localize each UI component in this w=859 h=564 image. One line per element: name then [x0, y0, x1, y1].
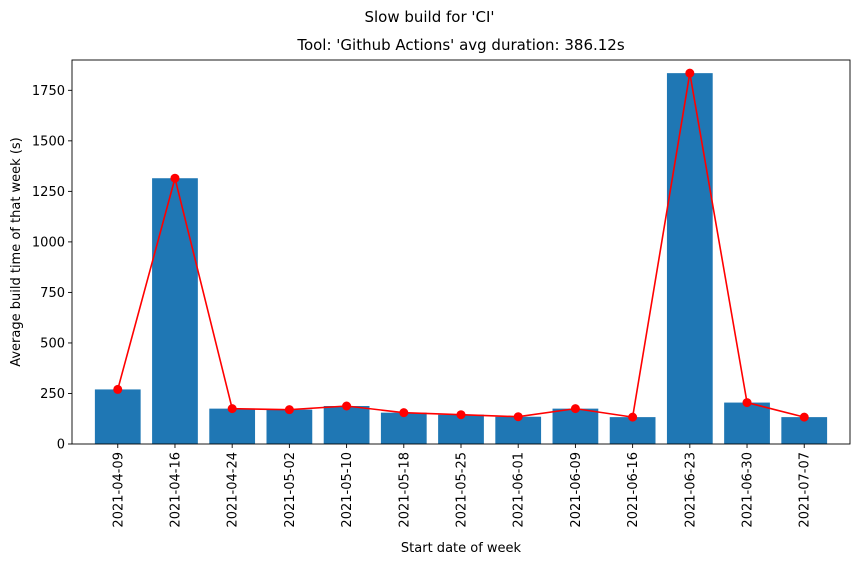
y-axis-label: Average build time of that week (s) [9, 137, 24, 367]
bar [266, 409, 313, 444]
data-point [513, 412, 523, 422]
bar [495, 416, 542, 444]
data-point [570, 404, 580, 414]
y-tick-label: 1000 [32, 235, 65, 250]
x-tick-label: 2021-04-16 [168, 452, 183, 528]
y-axis: 0 250 500 750 1000 1250 1500 1750 [32, 84, 72, 453]
data-point [227, 404, 237, 414]
bar [94, 389, 141, 444]
data-point [456, 410, 466, 420]
y-tick-label: 250 [40, 387, 65, 402]
data-point [399, 408, 409, 418]
y-tick-label: 1750 [32, 84, 65, 99]
bar [380, 412, 427, 444]
data-point [799, 412, 809, 422]
bar [666, 73, 713, 444]
chart-title: Tool: 'Github Actions' avg duration: 386… [297, 36, 625, 54]
bar [152, 178, 198, 445]
data-point [742, 398, 752, 408]
x-axis: 2021-04-09 2021-04-16 2021-04-24 2021-05-02… [111, 444, 813, 528]
y-tick-label: 0 [57, 438, 65, 453]
chart-suptitle: Slow build for 'CI' [364, 8, 495, 26]
x-tick-label: 2021-04-09 [111, 452, 126, 528]
x-tick-label: 2021-05-25 [455, 452, 470, 528]
y-tick-label: 1500 [32, 134, 65, 149]
data-point [284, 405, 294, 415]
x-axis-label: Start date of week [401, 541, 522, 556]
line-points [113, 68, 809, 422]
bar [438, 414, 484, 444]
data-point [685, 68, 695, 78]
x-tick-label: 2021-06-30 [741, 452, 756, 528]
bar [323, 406, 370, 444]
x-tick-label: 2021-06-09 [569, 452, 584, 528]
data-point [342, 401, 352, 411]
data-point [113, 384, 123, 394]
data-point [628, 412, 638, 422]
data-point [170, 173, 180, 183]
x-tick-label: 2021-05-02 [283, 452, 298, 528]
x-tick-label: 2021-06-23 [683, 452, 698, 528]
bar [552, 408, 599, 444]
y-tick-label: 750 [40, 286, 65, 301]
x-tick-label: 2021-04-24 [226, 452, 241, 528]
bar-series [94, 73, 828, 445]
bar [209, 408, 256, 444]
bar [724, 402, 770, 444]
x-tick-label: 2021-07-07 [798, 452, 813, 528]
y-tick-label: 500 [40, 336, 65, 351]
y-tick-label: 1250 [32, 185, 65, 200]
x-tick-label: 2021-05-10 [340, 452, 355, 528]
x-tick-label: 2021-05-18 [397, 452, 412, 528]
x-tick-label: 2021-06-16 [626, 452, 641, 528]
x-tick-label: 2021-06-01 [512, 452, 527, 528]
